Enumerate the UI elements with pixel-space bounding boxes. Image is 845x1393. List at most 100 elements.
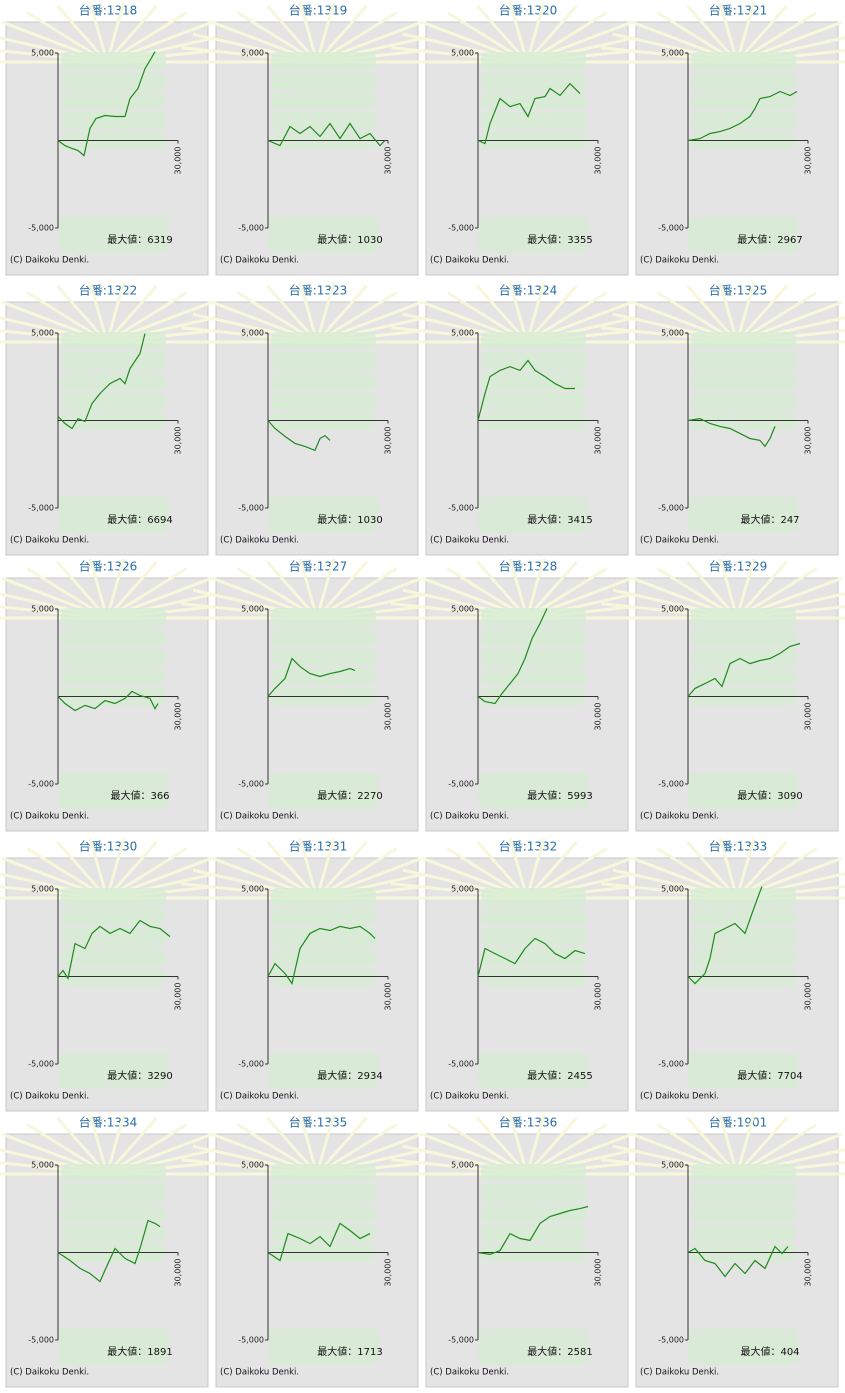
data-line — [267, 1222, 371, 1262]
chart-title: 台番:1327 — [289, 559, 348, 574]
deco-tray — [58, 217, 168, 253]
chart-title: 台番:1334 — [79, 1115, 138, 1130]
deco-block — [691, 352, 796, 370]
x-tick-label: 30,000 — [594, 427, 603, 455]
y-tick-label: -5,000 — [28, 780, 54, 789]
deco-block — [481, 1184, 586, 1202]
max-value: 最大値：6319 — [107, 233, 172, 246]
deco-block — [61, 392, 166, 410]
x-tick-label: 30,000 — [594, 147, 603, 175]
x-tick-label: 30,000 — [594, 703, 603, 731]
max-value: 最大値：2581 — [527, 1345, 592, 1358]
deco-block — [691, 392, 796, 410]
deco-block — [691, 1164, 796, 1182]
deco-block — [691, 948, 796, 966]
data-line — [267, 420, 331, 452]
data-line — [687, 90, 798, 142]
y-tick-label: -5,000 — [658, 1336, 684, 1345]
deco-block — [271, 1184, 376, 1202]
deco-block — [61, 1164, 166, 1182]
y-tick-label: -5,000 — [448, 1060, 474, 1069]
data-line — [477, 608, 548, 705]
deco-block — [61, 928, 166, 946]
x-tick-label: 30,000 — [804, 703, 813, 731]
max-value: 最大値：3290 — [107, 1069, 172, 1082]
copyright: (C) Daikoku Denki. — [10, 536, 89, 546]
copyright: (C) Daikoku Denki. — [640, 1368, 719, 1378]
data-line — [267, 657, 356, 697]
chart-title: 台番:1322 — [79, 283, 138, 298]
deco-block — [271, 332, 376, 350]
y-tick-label: -5,000 — [238, 1336, 264, 1345]
copyright: (C) Daikoku Denki. — [430, 256, 509, 266]
chart-title: 台番:1325 — [709, 283, 768, 298]
deco-tray — [478, 497, 588, 533]
deco-block — [61, 52, 166, 70]
chart: 5,000 -5,000 30,000 最大値：247 (C) Daikoku Denk… — [597, 282, 845, 556]
chart: 5,000 -5,000 30,000 最大値：2455 (C) Daikoku Den… — [387, 838, 667, 1112]
deco-block — [481, 1224, 586, 1242]
y-tick-label: -5,000 — [658, 1060, 684, 1069]
deco-block — [481, 888, 586, 906]
chart: 5,000 -5,000 30,000 最大値：3415 (C) Daikoku Den… — [387, 282, 667, 556]
y-tick-label: -5,000 — [448, 504, 474, 513]
max-value: 最大値：2455 — [527, 1069, 592, 1082]
data-line — [267, 925, 376, 985]
deco-block — [481, 928, 586, 946]
data-line — [57, 333, 146, 430]
y-tick-label: 5,000 — [31, 605, 54, 614]
y-tick-label: 5,000 — [31, 329, 54, 338]
copyright: (C) Daikoku Denki. — [220, 1368, 299, 1378]
deco-tray — [268, 1053, 378, 1089]
copyright: (C) Daikoku Denki. — [10, 1092, 89, 1102]
data-line — [267, 122, 386, 147]
max-value: 最大値：247 — [740, 513, 799, 526]
data-line — [687, 417, 776, 448]
deco-tray — [268, 1329, 378, 1365]
y-tick-label: 5,000 — [661, 605, 684, 614]
x-tick-label: 30,000 — [384, 703, 393, 731]
deco-block — [271, 92, 376, 110]
y-tick-label: 5,000 — [661, 49, 684, 58]
y-tick-label: -5,000 — [238, 504, 264, 513]
chart: 5,000 -5,000 30,000 最大値：1713 (C) Daikoku Den… — [177, 1114, 457, 1388]
y-tick-label: -5,000 — [238, 780, 264, 789]
y-tick-label: -5,000 — [238, 224, 264, 233]
y-tick-label: 5,000 — [661, 329, 684, 338]
chart: 5,000 -5,000 30,000 最大値：3090 (C) Daikoku Den… — [597, 558, 845, 832]
deco-block — [691, 888, 796, 906]
max-value: 最大値：2270 — [317, 789, 382, 802]
chart-title: 台番:1324 — [499, 283, 558, 298]
y-tick-label: 5,000 — [661, 1161, 684, 1170]
deco-block — [61, 648, 166, 666]
deco-tray — [268, 497, 378, 533]
deco-block — [271, 392, 376, 410]
chart-title: 台番:1321 — [709, 3, 768, 18]
copyright: (C) Daikoku Denki. — [430, 1368, 509, 1378]
data-line — [57, 690, 159, 712]
max-value: 最大値：7704 — [737, 1069, 802, 1082]
deco-block — [61, 908, 166, 926]
y-tick-label: 5,000 — [31, 885, 54, 894]
chart: 5,000 -5,000 30,000 最大値：5993 (C) Daikoku Den… — [387, 558, 667, 832]
deco-block — [61, 332, 166, 350]
max-value: 最大値：3090 — [737, 789, 802, 802]
deco-tray — [58, 773, 168, 809]
deco-tray — [688, 1329, 798, 1365]
deco-tray — [688, 217, 798, 253]
deco-block — [691, 608, 796, 626]
x-tick-label: 30,000 — [174, 983, 183, 1011]
deco-block — [481, 1204, 586, 1222]
chart: 5,000 -5,000 30,000 最大値：366 (C) Daikoku Denk… — [0, 558, 247, 832]
deco-block — [691, 52, 796, 70]
y-tick-label: 5,000 — [451, 1161, 474, 1170]
deco-block — [271, 908, 376, 926]
copyright: (C) Daikoku Denki. — [430, 536, 509, 546]
max-value: 最大値：404 — [740, 1345, 799, 1358]
copyright: (C) Daikoku Denki. — [220, 256, 299, 266]
deco-block — [61, 628, 166, 646]
y-tick-label: -5,000 — [658, 780, 684, 789]
chart-title: 台番:1331 — [289, 839, 348, 854]
deco-block — [691, 648, 796, 666]
